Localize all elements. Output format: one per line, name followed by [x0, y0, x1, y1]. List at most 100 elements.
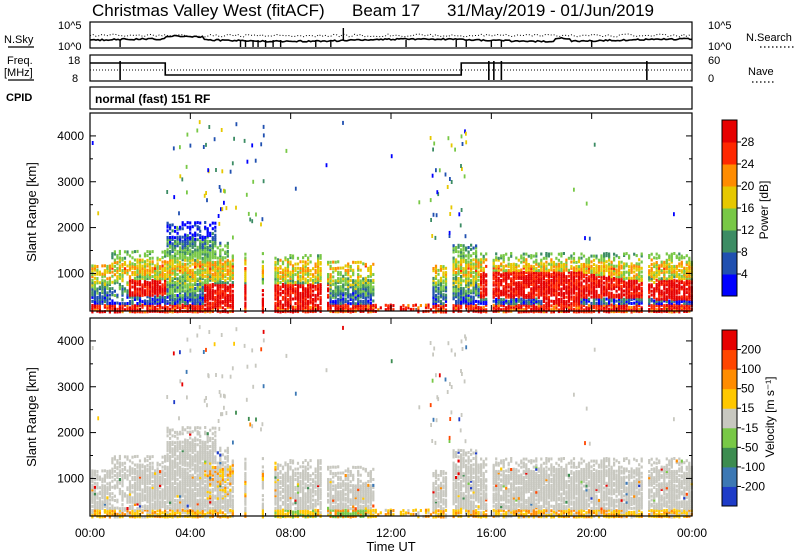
- data-cell: [520, 287, 523, 291]
- data-cell: [204, 254, 207, 258]
- data-cell: [154, 281, 157, 284]
- data-cell: [625, 289, 628, 293]
- data-cell: [575, 310, 578, 314]
- data-cell: [299, 297, 302, 301]
- data-cell: [196, 272, 199, 276]
- data-cell: [364, 295, 367, 299]
- data-cell: [337, 287, 340, 291]
- data-cell: [364, 297, 367, 301]
- data-cell: [532, 279, 535, 283]
- data-cell: [572, 266, 576, 270]
- data-cell: [201, 307, 204, 311]
- data-cell: [560, 262, 563, 266]
- data-cell: [582, 304, 586, 307]
- data-cell: [244, 274, 247, 278]
- data-cell: [562, 291, 565, 295]
- data-cell: [196, 277, 199, 281]
- data-cell: [211, 250, 214, 254]
- data-cell: [148, 273, 152, 277]
- data-cell: [457, 267, 460, 271]
- data-cell: [189, 289, 192, 293]
- data-cell: [296, 293, 300, 297]
- data-cell: [138, 260, 142, 264]
- data-cell: [595, 291, 598, 295]
- data-cell: [460, 252, 463, 256]
- data-cell: [517, 306, 520, 309]
- data-cell: [113, 508, 116, 512]
- data-cell: [349, 285, 352, 289]
- data-cell: [600, 302, 603, 306]
- data-cell: [359, 281, 362, 285]
- data-cell: [166, 260, 169, 264]
- data-cell: [625, 252, 628, 256]
- data-cell: [244, 281, 247, 285]
- data-cell: [678, 283, 681, 287]
- data-cell: [668, 301, 671, 305]
- data-cell: [103, 279, 106, 283]
- data-cell: [460, 278, 463, 282]
- data-cell: [138, 262, 142, 266]
- data-cell: [520, 305, 523, 309]
- data-cell: [103, 494, 106, 498]
- data-cell: [465, 248, 468, 252]
- data-cell: [452, 304, 455, 308]
- data-cell: [219, 258, 222, 262]
- data-cell: [111, 492, 114, 496]
- data-cell: [93, 492, 96, 496]
- data-cell: [284, 256, 287, 260]
- data-cell: [567, 283, 570, 287]
- data-cell: [224, 278, 227, 282]
- data-cell: [455, 275, 458, 279]
- data-cell: [146, 305, 149, 309]
- data-cell: [688, 281, 691, 285]
- data-cell: [608, 293, 611, 297]
- data-cell: [527, 266, 530, 270]
- data-cell: [159, 270, 162, 274]
- data-cell: [610, 295, 613, 299]
- data-cell: [485, 264, 488, 268]
- data-cell: [552, 264, 555, 268]
- data-cell: [317, 254, 320, 258]
- data-cell: [231, 300, 234, 303]
- data-cell: [663, 305, 666, 309]
- data-cell: [219, 306, 222, 310]
- data-cell: [535, 258, 538, 262]
- data-cell: [462, 299, 465, 303]
- data-cell: [148, 269, 152, 273]
- data-cell: [327, 295, 330, 299]
- data-cell: [542, 269, 545, 272]
- data-cell: [505, 281, 508, 285]
- data-cell: [472, 264, 475, 268]
- data-cell: [219, 241, 222, 245]
- data-cell: [675, 270, 678, 274]
- data-cell: [294, 262, 297, 266]
- data-cell: [562, 275, 565, 278]
- data-cell: [108, 269, 111, 273]
- data-cell: [286, 268, 290, 272]
- data-cell: [169, 245, 172, 249]
- data-cell: [542, 289, 545, 293]
- data-cell: [497, 279, 500, 282]
- data-cell: [154, 264, 157, 268]
- data-cell: [209, 308, 212, 312]
- data-cell: [231, 266, 234, 270]
- data-cell: [434, 301, 438, 305]
- data-cell: [133, 273, 137, 277]
- data-cell: [194, 265, 197, 269]
- data-cell: [357, 277, 360, 281]
- data-cell: [201, 262, 204, 266]
- data-cell: [680, 264, 683, 268]
- data-cell: [101, 275, 104, 279]
- data-cell: [460, 267, 463, 270]
- data-cell: [274, 287, 277, 291]
- data-cell: [357, 260, 360, 264]
- data-cell: [362, 283, 365, 287]
- data-cell: [337, 306, 340, 310]
- data-cell: [615, 295, 618, 299]
- data-cell: [502, 285, 505, 288]
- data-cell: [191, 308, 194, 311]
- data-cell: [164, 266, 167, 270]
- data-cell: [106, 510, 109, 514]
- data-cell: [118, 260, 121, 264]
- data-cell: [444, 299, 448, 303]
